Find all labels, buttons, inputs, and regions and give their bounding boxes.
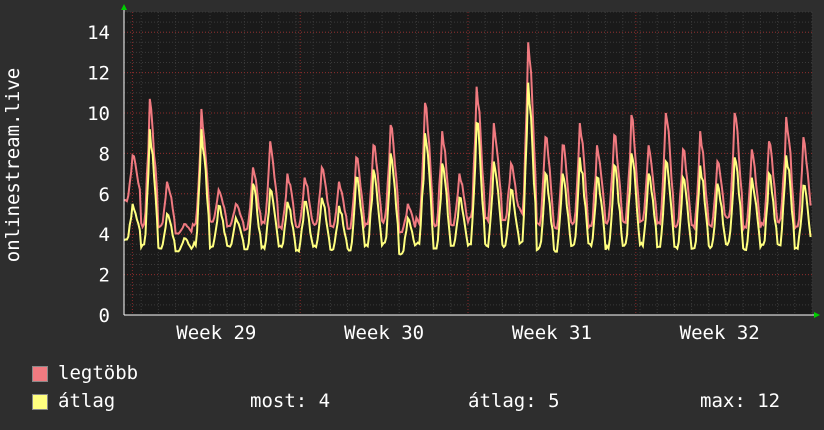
x-tick-label: Week 32 [680, 322, 760, 344]
series-line-avg [123, 82, 812, 256]
stat-now: most: 4 [250, 390, 331, 412]
y-tick-label: 2 [99, 265, 110, 287]
series-line-max [123, 42, 812, 235]
series-lines [123, 42, 812, 256]
x-tick-label: Week 29 [176, 322, 256, 344]
y-tick-label: 14 [87, 22, 110, 44]
y-tick-label: 8 [99, 143, 110, 165]
legend-max-swatch [32, 366, 48, 382]
x-tick-label: Week 30 [344, 322, 424, 344]
x-tick-label: Week 31 [512, 322, 592, 344]
y-tick-label: 4 [99, 224, 110, 246]
legend-avg-label: átlag [58, 390, 116, 412]
y-tick-label: 0 [99, 305, 110, 327]
stat-max: max: 12 [700, 390, 781, 412]
legend-max-label: legtöbb [58, 362, 139, 384]
x-axis-arrow [814, 312, 820, 318]
y-axis-arrow [121, 4, 127, 10]
stat-avg: átlag: 5 [468, 390, 560, 412]
y-tick-label: 10 [87, 103, 110, 125]
axis-labels: 0 2 4 6 8 10 12 14 Week 29 Week 30 Week 31 Week 32 o… [2, 22, 760, 344]
y-axis-label: onlinestream.live [2, 68, 24, 262]
legend-avg-swatch [32, 394, 48, 410]
axes [121, 4, 820, 318]
y-tick-label: 12 [87, 63, 110, 85]
y-tick-label: 6 [99, 184, 110, 206]
